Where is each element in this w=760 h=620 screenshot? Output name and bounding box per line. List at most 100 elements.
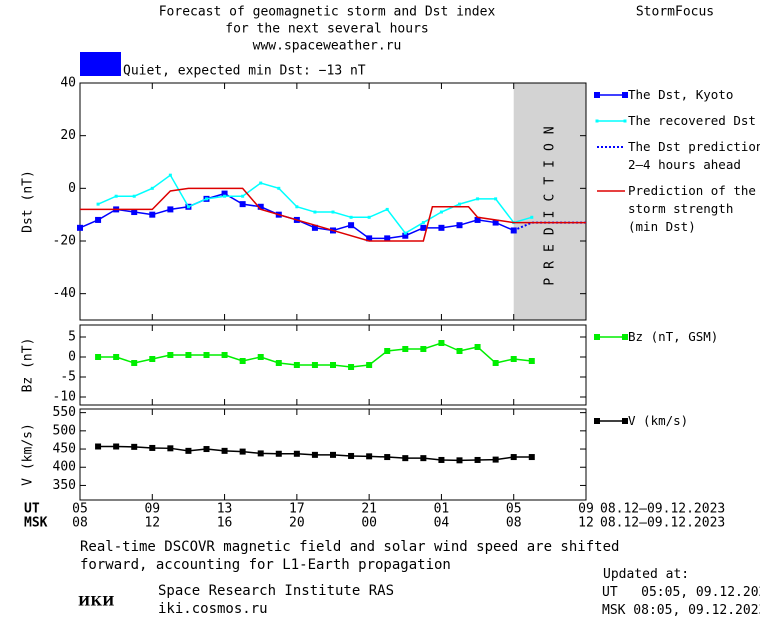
data-point [492, 456, 499, 463]
data-point [239, 448, 246, 455]
data-point [492, 219, 499, 226]
data-point [167, 206, 174, 213]
data-point [113, 354, 120, 360]
y-tick-label: -5 [60, 370, 76, 385]
data-point [438, 340, 445, 346]
data-point [221, 447, 228, 454]
y-tick-label: 550 [53, 405, 76, 420]
data-point [438, 456, 445, 463]
updated-line: Updated at: [603, 567, 690, 582]
status-label: Quiet, expected min Dst: −13 nT [123, 64, 366, 79]
plot-frame [79, 82, 587, 321]
y-tick-label: 20 [60, 128, 76, 143]
series-line [79, 192, 515, 240]
data-point [366, 453, 373, 460]
series-group [95, 340, 535, 370]
updated-line: MSK 08:05, 09.12.2023 [602, 603, 760, 618]
data-point [149, 356, 156, 362]
series-line [97, 174, 532, 235]
data-point [221, 352, 228, 358]
data-point [203, 352, 210, 358]
data-point [349, 215, 353, 219]
data-point [131, 443, 138, 450]
data-point [257, 450, 264, 457]
data-point [167, 352, 174, 358]
footnote: Real-time DSCOVR magnetic field and sola… [80, 539, 620, 555]
data-point [367, 215, 371, 219]
data-point [239, 358, 246, 364]
data-point [331, 210, 335, 214]
x-tick-label: 12 [144, 516, 160, 531]
legend-marker [594, 334, 600, 340]
title-line: for the next several hours [225, 22, 429, 37]
data-point [95, 354, 102, 360]
legend-marker [594, 418, 600, 424]
y-tick-label: 400 [53, 460, 76, 475]
x-tick-label: 13 [217, 502, 233, 517]
legend-label: The recovered Dst [628, 113, 756, 128]
data-point [402, 455, 409, 462]
x-tick-label: 05 [72, 502, 88, 517]
institute: Space Research Institute RAS [158, 583, 395, 599]
data-point [186, 205, 190, 209]
data-point [95, 216, 102, 223]
footnote: forward, accounting for L1-Earth propaga… [80, 557, 451, 573]
data-point [474, 216, 481, 223]
logo: ИКИ [78, 595, 114, 610]
data-point [114, 194, 118, 198]
y-tick-label: -20 [53, 234, 76, 249]
x-tick-label: 16 [217, 516, 233, 531]
data-point [167, 445, 174, 452]
x-tick-label: 00 [361, 516, 377, 531]
legend-label: Bz (nT, GSM) [628, 329, 719, 344]
x-date-range: 08.12–09.12.2023 [600, 502, 725, 517]
data-point [149, 444, 156, 451]
data-point [203, 446, 210, 453]
data-point [295, 205, 299, 209]
brand: StormFocus [636, 5, 714, 20]
y-tick-label: 40 [60, 76, 76, 91]
x-tick-label: 01 [434, 502, 450, 517]
data-point [528, 358, 535, 364]
data-point [132, 194, 136, 198]
data-point [403, 231, 407, 235]
data-point [402, 232, 409, 239]
x-tick-label: 12 [578, 516, 594, 531]
data-point [438, 224, 445, 231]
data-point [510, 356, 517, 362]
legend-marker [622, 92, 628, 98]
data-point [275, 450, 282, 457]
data-point [131, 209, 138, 216]
data-point [421, 221, 425, 225]
x-tick-label: 08 [506, 516, 522, 531]
data-point [293, 450, 300, 457]
data-point [313, 210, 317, 214]
data-point [113, 443, 120, 450]
x-tick-label: 09 [578, 502, 594, 517]
data-point [476, 197, 480, 201]
legend-label: The Dst prediction 2–4 hours ahead [628, 139, 760, 172]
data-point [311, 224, 318, 231]
data-point [257, 354, 264, 360]
data-point [293, 362, 300, 368]
title-line: Forecast of geomagnetic storm and Dst in… [159, 5, 496, 20]
data-point [275, 360, 282, 366]
y-tick-label: -10 [53, 390, 76, 405]
data-point [474, 456, 481, 463]
prediction-zone [513, 83, 586, 320]
x-tick-label: 20 [289, 516, 305, 531]
x-tick-label: 05 [506, 502, 522, 517]
y-tick-label: 500 [53, 423, 76, 438]
prediction-annotation: PREDICTION [542, 117, 557, 285]
series-group [77, 173, 586, 242]
y-tick-label: 350 [53, 478, 76, 493]
data-point [456, 222, 463, 229]
data-point [150, 186, 154, 190]
data-point [366, 362, 373, 368]
plot-frame [79, 324, 587, 406]
data-point [95, 443, 102, 450]
y-tick-label: 0 [68, 181, 76, 196]
data-point [510, 454, 517, 461]
data-point [257, 203, 264, 210]
